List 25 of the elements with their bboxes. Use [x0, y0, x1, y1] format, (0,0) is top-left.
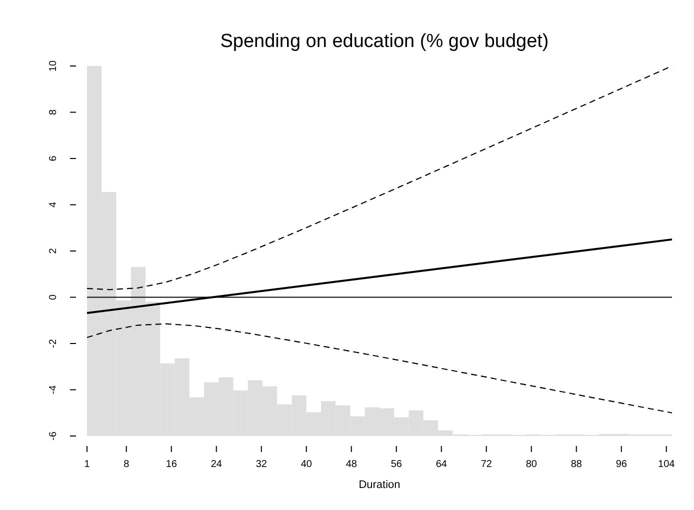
x-tick-label: 64 [436, 459, 448, 470]
x-tick-label: 24 [210, 459, 222, 470]
x-tick-label: 56 [390, 459, 402, 470]
y-tick-label: -2 [48, 338, 59, 348]
x-tick-label: 16 [166, 459, 178, 470]
y-tick-label: -6 [48, 431, 59, 440]
x-tick-label: 48 [346, 459, 358, 470]
y-tick-label: 8 [48, 109, 59, 116]
y-tick-label: 2 [48, 248, 59, 254]
y-tick-label: 4 [48, 202, 59, 208]
x-tick-label: 88 [570, 459, 582, 470]
x-tick-label: 32 [256, 459, 268, 470]
x-tick-label: 40 [300, 459, 312, 470]
y-tick-label: -4 [48, 384, 59, 394]
y-tick-label: 0 [48, 294, 59, 300]
x-tick-label: 80 [526, 459, 538, 470]
x-tick-label: 72 [480, 459, 492, 470]
y-tick-label: 6 [48, 155, 59, 162]
x-tick-label: 104 [658, 459, 676, 470]
x-tick-label: 96 [616, 459, 628, 470]
x-tick-label: 1 [84, 459, 90, 470]
chart-title: Spending on education (% gov budget) [220, 31, 549, 52]
x-axis-title: Duration [358, 479, 400, 491]
y-tick-label: 10 [48, 60, 59, 72]
x-tick-label: 8 [124, 459, 130, 470]
